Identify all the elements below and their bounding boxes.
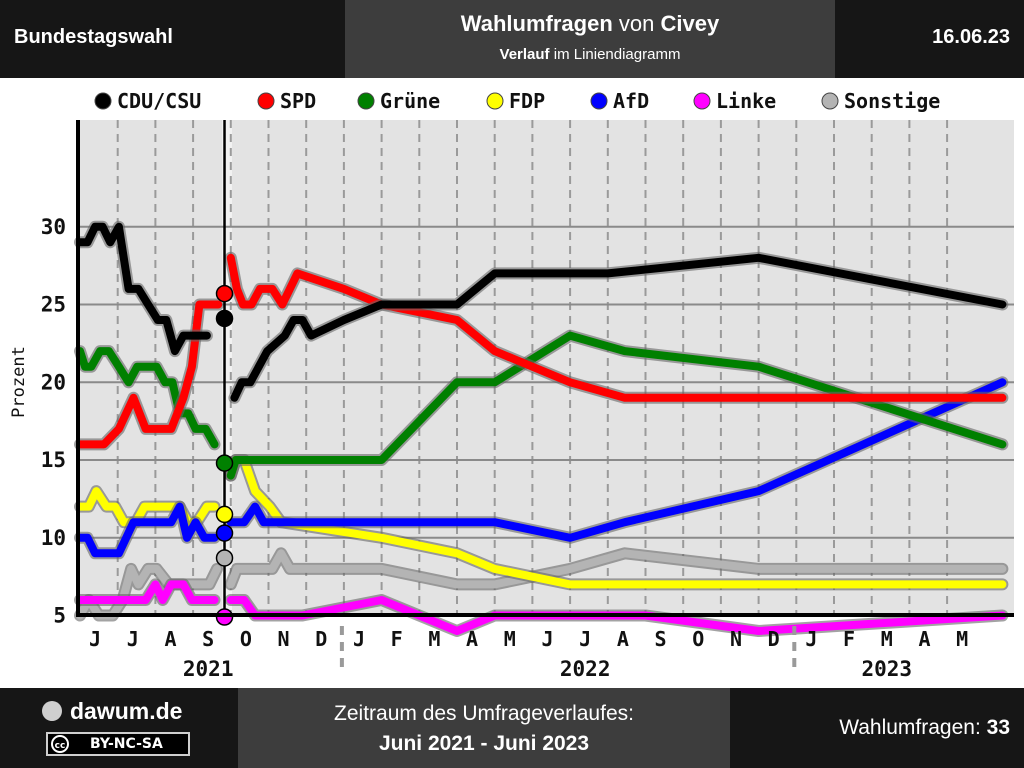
poll-count-value: 33 <box>986 716 1010 739</box>
legend-label: Sonstige <box>844 89 940 113</box>
legend-marker-icon <box>257 92 275 110</box>
header-date: 16.06.23 <box>932 26 1010 48</box>
page-subtitle: Verlauf im Liniendiagramm <box>345 46 835 63</box>
series-line-spd <box>76 300 223 449</box>
x-tick-label: N <box>730 627 742 651</box>
license-text: BY-NC-SA <box>90 736 163 752</box>
series-line-cdu-csu <box>76 222 211 356</box>
subtitle-part-1: Verlauf <box>499 46 550 63</box>
poll-chart: CDU/CSU SPD Grüne FDP AfD Linke Sonstige 5 10 15… <box>9 89 1014 681</box>
x-tick-label: J <box>541 627 553 651</box>
series-line-afd <box>226 378 1007 542</box>
x-tick-label: A <box>617 627 629 651</box>
year-label: 2022 <box>560 657 611 681</box>
x-tick-label: J <box>89 627 101 651</box>
legend-label: Linke <box>716 89 776 113</box>
brand-name[interactable]: dawum.de <box>70 698 183 724</box>
series-line-sonstige <box>226 549 1007 589</box>
election-result-dot <box>215 505 234 524</box>
series-line-afd <box>76 502 219 558</box>
bottom-bar: dawum.de cc BY-NC-SA Zeitraum des Umfrag… <box>0 688 1024 768</box>
election-result-dot <box>215 454 234 472</box>
year-labels: 2021 2022 2023 <box>183 626 912 681</box>
legend-marker-icon <box>590 92 608 110</box>
x-tick-label: N <box>278 627 290 651</box>
legend-label: FDP <box>509 89 545 113</box>
y-tick-label: 20 <box>41 370 66 394</box>
y-tick-label: 25 <box>41 293 66 317</box>
y-tick-label: 15 <box>41 448 66 472</box>
x-tick-label: A <box>918 627 930 651</box>
cc-icon: cc <box>51 735 69 753</box>
subtitle-part-2: im Liniendiagramm <box>549 46 681 63</box>
series-line-linke <box>76 580 219 604</box>
x-tick-label: S <box>655 627 667 651</box>
year-label: 2023 <box>861 657 912 681</box>
title-part-3: Civey <box>660 11 720 36</box>
period-box: Zeitraum des Umfrageverlaufes: Juni 2021… <box>238 688 730 768</box>
title-part-2: von <box>612 11 661 36</box>
period-value: Juni 2021 - Juni 2023 <box>378 732 590 755</box>
series-line-cdu-csu <box>230 253 1007 402</box>
legend: CDU/CSU SPD Grüne FDP AfD Linke Sonstige <box>94 89 940 113</box>
x-tick-label: A <box>164 627 176 651</box>
legend-marker-icon <box>94 92 112 110</box>
legend-label: CDU/CSU <box>117 89 201 113</box>
election-gap <box>222 120 232 614</box>
title-part-1: Wahlumfragen <box>460 11 613 36</box>
election-result-dot <box>215 284 234 303</box>
legend-label: AfD <box>613 89 649 113</box>
top-bar: Bundestagswahl Wahlumfragen von Civey Ve… <box>0 0 1024 78</box>
header-title-box: Wahlumfragen von Civey Verlauf im Linien… <box>345 0 835 78</box>
x-tick-label: M <box>956 627 968 651</box>
series-line-gruene <box>226 331 1007 480</box>
x-tick-label: J <box>353 627 365 651</box>
x-tick-label: F <box>391 627 403 651</box>
legend-marker-icon <box>821 92 839 110</box>
x-tick-label: J <box>579 627 591 651</box>
y-tick-label: 30 <box>41 215 66 239</box>
x-tick-label: S <box>202 627 214 651</box>
legend-label: Grüne <box>380 89 440 113</box>
x-tick-label: J <box>127 627 139 651</box>
y-tick-labels: 5 10 15 20 25 30 <box>41 215 66 628</box>
legend-marker-icon <box>486 92 504 110</box>
x-tick-label: A <box>466 627 478 651</box>
election-result-dot <box>215 309 234 328</box>
legend-marker-icon <box>357 92 375 110</box>
x-tick-label: F <box>843 627 855 651</box>
election-result-dot <box>215 549 234 567</box>
x-tick-label: D <box>315 627 327 651</box>
election-result-dot <box>215 524 234 542</box>
series-line-gruene <box>76 347 219 449</box>
poll-count: Wahlumfragen: 33 <box>839 716 1010 740</box>
election-result-markers <box>215 284 234 626</box>
x-tick-label: M <box>881 627 893 651</box>
y-axis-label: Prozent <box>9 346 29 418</box>
poll-count-label: Wahlumfragen: <box>839 716 987 739</box>
election-result-dot <box>215 608 234 626</box>
x-tick-label: O <box>240 627 252 651</box>
x-tick-label: O <box>692 627 704 651</box>
legend-label: SPD <box>280 89 316 113</box>
year-label: 2021 <box>183 657 234 681</box>
page-title: Wahlumfragen von Civey <box>345 11 835 37</box>
series-line-spd <box>226 253 1007 402</box>
dawum-logo-icon <box>42 701 62 721</box>
y-tick-label: 5 <box>53 604 66 628</box>
license-badge[interactable]: cc BY-NC-SA <box>46 732 190 756</box>
election-type: Bundestagswahl <box>14 26 173 48</box>
period-label: Zeitraum des Umfrageverlaufes: <box>334 702 634 725</box>
x-tick-label: M <box>504 627 516 651</box>
legend-marker-icon <box>693 92 711 110</box>
x-tick-label: J <box>805 627 817 651</box>
y-tick-label: 10 <box>41 526 66 550</box>
x-tick-label: M <box>428 627 440 651</box>
x-tick-label: D <box>768 627 780 651</box>
